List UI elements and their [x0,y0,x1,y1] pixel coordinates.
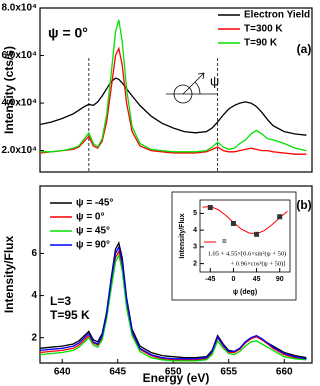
data-line [39,77,307,136]
y-tick-label: 4 [193,227,197,234]
legend-label: T=300 K [244,24,283,35]
data-line [39,249,307,361]
x-axis-label: Energy (eV) [143,371,210,385]
y-axis-label: Intensity/Flux [2,236,16,314]
y-tick-label: 4.0x10⁴ [1,98,37,109]
fit-line [202,205,288,235]
x-tick-label: 660 [276,367,293,378]
y-tick-label: 4 [31,290,37,301]
x-tick-label: 640 [54,367,71,378]
x-tick-label: 90 [276,276,284,283]
y-tick-label: 2 [31,332,37,343]
fit-formula: 1.05 + 4.55×[0.6×sin²(ψ + 50) [208,250,287,257]
legend-label: ψ = 45° [76,226,110,237]
sketch-arrow [182,72,205,95]
angle-arc [194,81,201,95]
y-tick-label: 5 [193,210,197,217]
data-point [230,220,236,226]
y-tick-label: 8.0x10⁴ [1,3,37,14]
data-point [277,214,283,220]
geometry-sketch [166,72,218,104]
plot-frame [199,199,291,273]
x-tick-label: 650 [165,367,182,378]
legend-label: ψ = 90° [76,240,110,251]
data-line [39,253,307,362]
panel-label: (b) [296,198,311,212]
plot-frame [39,185,313,364]
y-tick-label: 6.0x10⁴ [1,50,37,61]
data-point [207,205,213,211]
legend-label: ψ = -45° [76,198,113,209]
y-tick-label: 3 [193,244,197,251]
x-tick-label: 645 [109,367,126,378]
plot-frame [39,7,313,173]
x-tick-label: 655 [220,367,237,378]
data-line [40,19,307,153]
inset-box [171,191,297,301]
y-tick-label: 2 [193,260,197,267]
x-tick-label: 45 [253,276,261,283]
panel-note: L=3 [50,294,71,308]
arrow-head [197,72,205,80]
y-axis-label: Intensity/Flux [179,213,186,258]
legend-label: = [222,237,227,246]
legend-label: T=90 K [244,38,278,49]
legend-label: Electron Yield [244,10,310,21]
data-line [39,245,307,360]
panel-note: T=95 K [50,308,90,322]
y-tick-label: 6 [31,248,37,259]
fit-formula: + 0.96×cos²(ψ + 50)] [231,260,286,267]
x-axis-label: ψ (deg) [233,289,257,296]
legend-label: ψ = 0° [76,212,105,223]
panel-label: (a) [297,42,312,56]
angle-symbol: ψ [210,73,219,88]
x-tick-label: 0 [231,276,235,283]
y-axis-label: Intensity (cts/s) [2,46,16,134]
panel-note: ψ = 0° [48,25,88,41]
data-line [39,46,307,155]
x-tick-label: -45 [205,276,215,283]
y-tick-label: 2.0x10⁴ [1,145,37,156]
data-point [254,231,260,237]
